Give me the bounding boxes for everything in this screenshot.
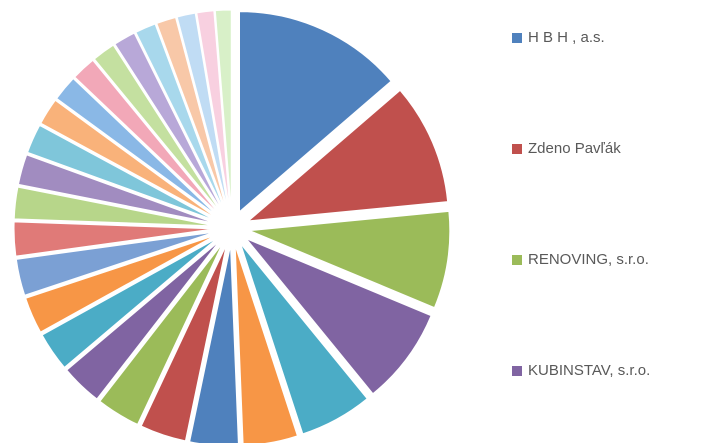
pie-slice xyxy=(26,124,216,222)
pie-slice xyxy=(56,77,219,217)
pie-slice xyxy=(13,221,215,257)
legend-label: KUBINSTAV, s.r.o. xyxy=(528,362,650,379)
pie-slice xyxy=(249,210,451,309)
pie-slice xyxy=(93,44,222,214)
pie-slice xyxy=(99,243,224,426)
pie-slice xyxy=(196,10,231,211)
pie-slice xyxy=(17,154,215,224)
pie-slice xyxy=(114,32,224,213)
legend-swatch xyxy=(512,366,522,376)
pie-slice xyxy=(13,186,215,227)
pie-slice xyxy=(25,234,216,333)
pie-slice xyxy=(40,99,218,219)
pie-slice xyxy=(135,23,226,212)
pie-slice xyxy=(247,89,449,222)
pie-slice xyxy=(176,12,229,211)
pie-slice xyxy=(41,237,218,369)
pie-slice xyxy=(66,240,220,400)
legend-swatch xyxy=(512,144,522,154)
pie-slice xyxy=(240,243,368,435)
pie-slice xyxy=(189,245,239,443)
legend-label: RENOVING, s.r.o. xyxy=(528,251,649,268)
pie-slice xyxy=(214,9,232,211)
pie-slice xyxy=(74,59,221,216)
pie-slice xyxy=(156,16,228,212)
pie-slice xyxy=(15,231,215,296)
pie-slice xyxy=(239,11,392,213)
legend-label: H B H , a.s. xyxy=(528,29,605,46)
pie-slice xyxy=(234,245,299,443)
legend-swatch xyxy=(512,33,522,43)
legend-label: Zdeno Pavľák xyxy=(528,140,621,157)
pie-slice xyxy=(140,244,227,442)
pie-slice xyxy=(246,238,432,395)
legend-swatch xyxy=(512,255,522,265)
